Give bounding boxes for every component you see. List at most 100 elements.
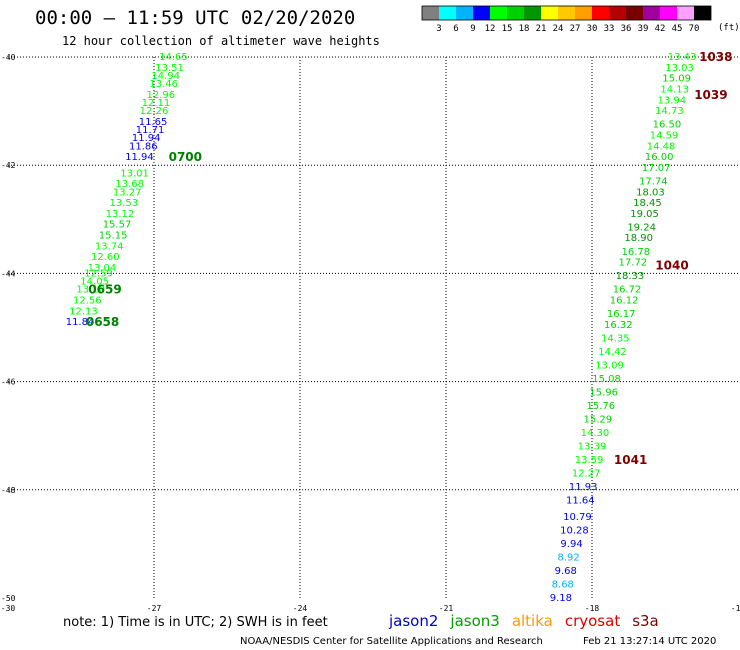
swh-data-label: 14.35 bbox=[601, 333, 630, 344]
x-tick-label: -18 bbox=[585, 604, 600, 613]
swh-data-label: 11.84 bbox=[66, 317, 95, 328]
legend-tick-label: 27 bbox=[570, 24, 581, 34]
footer-credit: NOAA/NESDIS Center for Satellite Applica… bbox=[240, 636, 543, 647]
swh-data-label: 11.64 bbox=[566, 496, 595, 507]
swh-data-label: 16.78 bbox=[621, 247, 650, 258]
swh-data-label: 9.94 bbox=[560, 539, 582, 550]
swh-data-label: 13.74 bbox=[95, 241, 124, 252]
legend-tick-label: 36 bbox=[621, 24, 632, 34]
swh-data-label: 15.15 bbox=[99, 231, 128, 242]
legend-border bbox=[421, 5, 712, 21]
swh-data-label: 14.48 bbox=[647, 141, 676, 152]
time-label: 1040 bbox=[655, 258, 688, 272]
legend-tick-label: 30 bbox=[587, 24, 598, 34]
legend-tick-label: 9 bbox=[470, 24, 475, 34]
legend-tick-label: 70 bbox=[689, 24, 700, 34]
swh-data-label: 17.72 bbox=[619, 258, 648, 269]
swh-data-label: 13.04 bbox=[88, 263, 117, 274]
swh-data-label: 13.09 bbox=[595, 360, 624, 371]
footer-timestamp: Feb 21 13:27:14 UTC 2020 bbox=[583, 636, 716, 647]
swh-data-label: 18.45 bbox=[633, 198, 662, 209]
swh-data-label: 13.27 bbox=[113, 187, 142, 198]
legend-swatch bbox=[490, 6, 507, 20]
swh-data-label: 13.12 bbox=[106, 209, 135, 220]
legend-swatch bbox=[473, 6, 490, 20]
swh-data-label: 11.65 bbox=[139, 117, 168, 128]
swh-data-label: 16.50 bbox=[653, 120, 682, 131]
y-tick-label: -40 bbox=[1, 53, 16, 62]
legend-swatch bbox=[524, 6, 541, 20]
swh-data-label: 11.71 bbox=[136, 125, 165, 136]
swh-data-label: 9.68 bbox=[555, 566, 577, 577]
swh-data-label: 19.05 bbox=[630, 209, 659, 220]
legend-tick-label: 45 bbox=[672, 24, 683, 34]
y-tick-label: -48 bbox=[1, 486, 16, 495]
time-label: 0659 bbox=[88, 283, 121, 297]
satellite-label-cryosat: cryosat bbox=[565, 612, 620, 630]
swh-data-label: 14.59 bbox=[650, 130, 679, 141]
swh-data-label: 12.60 bbox=[91, 252, 120, 263]
swh-data-label: 11.94 bbox=[125, 152, 154, 163]
swh-data-label: 12.13 bbox=[69, 306, 98, 317]
x-tick-label: -24 bbox=[293, 604, 308, 613]
legend-swatch bbox=[609, 6, 626, 20]
time-label: 0658 bbox=[86, 315, 119, 329]
plot-area: -30 -27 -24 -21 -18 -15 -40 -42 -44 -46 -48 -50 14.6… bbox=[1, 50, 740, 613]
swh-data-label: 12.11 bbox=[142, 98, 171, 109]
legend-tick-label: 33 bbox=[604, 24, 615, 34]
swh-data-label: 16.12 bbox=[610, 295, 639, 306]
swh-data-label: 12.27 bbox=[572, 469, 601, 480]
legend-swatch bbox=[439, 6, 456, 20]
legend-swatch bbox=[456, 6, 473, 20]
swh-data-label: 13.39 bbox=[578, 442, 607, 453]
time-label: 1038 bbox=[699, 50, 732, 64]
legend-tick-label: 42 bbox=[655, 24, 666, 34]
legend-swatch bbox=[694, 6, 711, 20]
swh-data-label: 11.93 bbox=[569, 482, 598, 493]
swh-data-label: 14.42 bbox=[598, 347, 627, 358]
legend-tick-label: 21 bbox=[536, 24, 547, 34]
time-label: 1039 bbox=[694, 88, 727, 102]
swh-data-label: 19.24 bbox=[627, 222, 656, 233]
swh-data-label: 16.17 bbox=[607, 309, 636, 320]
swh-data-label: 15.29 bbox=[584, 414, 613, 425]
swh-data-label: 13.68 bbox=[115, 179, 144, 190]
legend-tick-label: 12 bbox=[485, 24, 496, 34]
swh-data-label: 12.26 bbox=[140, 106, 169, 117]
legend-swatch bbox=[677, 6, 694, 20]
legend-unit: (ft) bbox=[718, 23, 740, 33]
swh-data-label: 13.94 bbox=[657, 95, 686, 106]
chart-title: 00:00 – 11:59 UTC 02/20/2020 bbox=[35, 7, 355, 29]
legend-swatch bbox=[592, 6, 609, 20]
x-tick-label: -27 bbox=[147, 604, 162, 613]
swh-data-label: 18.33 bbox=[616, 271, 645, 282]
legend-swatch bbox=[575, 6, 592, 20]
time-label: 0700 bbox=[169, 150, 202, 164]
swh-data-label: 17.07 bbox=[642, 163, 671, 174]
chart-subtitle: 12 hour collection of altimeter wave hei… bbox=[62, 34, 380, 48]
legend-swatch bbox=[643, 6, 660, 20]
swh-data-label: 18.90 bbox=[624, 233, 653, 244]
legend-swatch bbox=[541, 6, 558, 20]
x-tick-label: -30 bbox=[1, 604, 16, 613]
swh-data-label: 15.96 bbox=[589, 387, 618, 398]
y-tick-label: -46 bbox=[1, 378, 16, 387]
y-tick-label: -44 bbox=[1, 269, 16, 278]
y-tick-label: -50 bbox=[1, 594, 16, 603]
swh-data-label: 14.73 bbox=[655, 106, 684, 117]
legend-tick-label: 6 bbox=[453, 24, 458, 34]
swh-data-label: 14.30 bbox=[581, 428, 610, 439]
swh-data-label: 17.74 bbox=[639, 176, 668, 187]
legend-swatch bbox=[626, 6, 643, 20]
legend-tick-label: 3 bbox=[436, 24, 441, 34]
swh-data-label: 15.09 bbox=[662, 74, 691, 85]
swh-data-label: 13.43 bbox=[668, 52, 697, 63]
legend-tick-label: 24 bbox=[553, 24, 564, 34]
swh-data-label: 13.10 bbox=[76, 285, 105, 296]
swh-data-label: 18.03 bbox=[636, 187, 665, 198]
time-label: 1041 bbox=[614, 453, 647, 467]
satellite-label-jason2: jason2 bbox=[388, 612, 438, 630]
legend-tick-label: 39 bbox=[638, 24, 649, 34]
color-legend: 3 6 9 12 15 18 21 24 27 30 33 36 39 42 45 70 bbox=[421, 5, 712, 34]
